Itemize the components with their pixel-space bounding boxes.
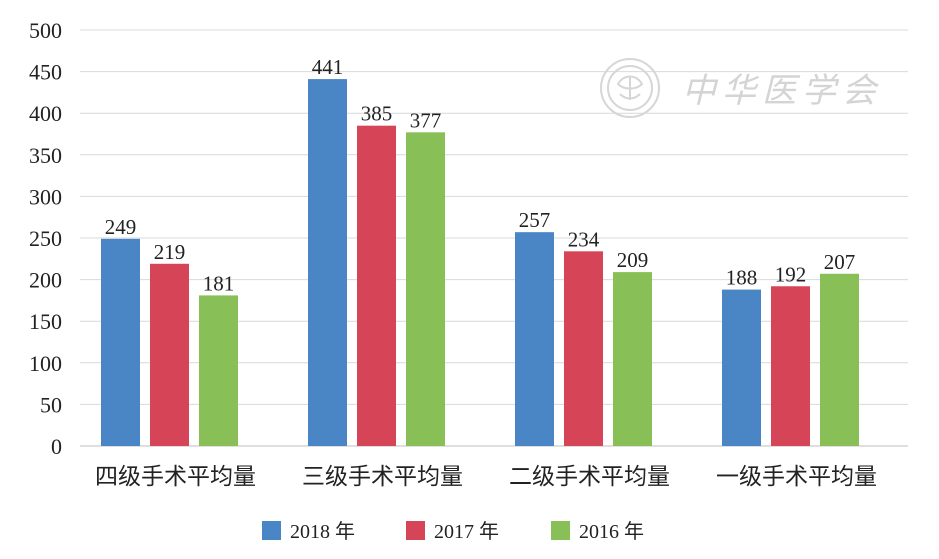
bar xyxy=(515,232,554,446)
data-label: 441 xyxy=(312,55,344,79)
bar xyxy=(820,273,859,446)
data-label: 188 xyxy=(726,266,758,290)
data-label: 192 xyxy=(775,262,807,286)
legend-item: 2016 年 xyxy=(551,520,644,543)
x-axis-category-labels: 四级手术平均量 三级手术平均量 二级手术平均量 一级手术平均量 xyxy=(95,464,877,490)
society-seal-icon xyxy=(600,58,660,118)
data-label: 209 xyxy=(617,248,649,272)
legend-label: 2017 年 xyxy=(434,520,499,543)
data-labels: 249 219 181 441 385 377 257 234 209 188 192 207 xyxy=(105,55,856,295)
data-label: 181 xyxy=(203,271,235,295)
legend-label: 2018 年 xyxy=(290,520,355,543)
y-tick-label: 100 xyxy=(29,351,62,376)
bar xyxy=(722,289,761,446)
data-label: 207 xyxy=(824,250,856,274)
watermark: 中华医学会 xyxy=(600,58,882,118)
y-axis-tick-labels: 0 50 100 150 200 250 300 350 400 450 500 xyxy=(29,18,62,459)
category-label: 三级手术平均量 xyxy=(302,464,463,490)
data-label: 234 xyxy=(568,227,600,251)
data-label: 257 xyxy=(519,208,551,232)
category-label: 二级手术平均量 xyxy=(509,464,670,490)
y-tick-label: 200 xyxy=(29,268,62,293)
data-label: 249 xyxy=(105,215,137,239)
bars xyxy=(101,79,859,447)
y-tick-label: 300 xyxy=(29,184,62,209)
legend-swatch xyxy=(551,521,570,540)
data-label: 385 xyxy=(361,102,393,126)
bar xyxy=(308,79,347,446)
bar xyxy=(357,125,396,447)
watermark-text: 中华医学会 xyxy=(682,71,882,111)
legend-item: 2017 年 xyxy=(406,520,499,543)
category-label: 四级手术平均量 xyxy=(95,464,256,490)
bar xyxy=(564,251,603,446)
bar xyxy=(150,263,189,446)
bar xyxy=(101,238,140,446)
legend-item: 2018 年 xyxy=(262,520,355,543)
category-label: 一级手术平均量 xyxy=(716,464,877,490)
bar xyxy=(613,272,652,446)
y-tick-label: 400 xyxy=(29,101,62,126)
data-label: 219 xyxy=(154,240,186,264)
legend-swatch xyxy=(262,521,281,540)
y-tick-label: 500 xyxy=(29,18,62,43)
y-tick-label: 0 xyxy=(51,434,62,459)
legend-label: 2016 年 xyxy=(579,520,644,543)
bar xyxy=(199,295,238,446)
bar xyxy=(406,132,445,446)
data-label: 377 xyxy=(410,108,442,132)
y-tick-label: 150 xyxy=(29,309,62,334)
bar xyxy=(771,286,810,446)
y-tick-label: 50 xyxy=(40,392,62,417)
legend: 2018 年 2017 年 2016 年 xyxy=(262,520,644,543)
y-tick-label: 250 xyxy=(29,226,62,251)
y-tick-label: 450 xyxy=(29,60,62,85)
y-tick-label: 350 xyxy=(29,143,62,168)
legend-swatch xyxy=(406,521,425,540)
